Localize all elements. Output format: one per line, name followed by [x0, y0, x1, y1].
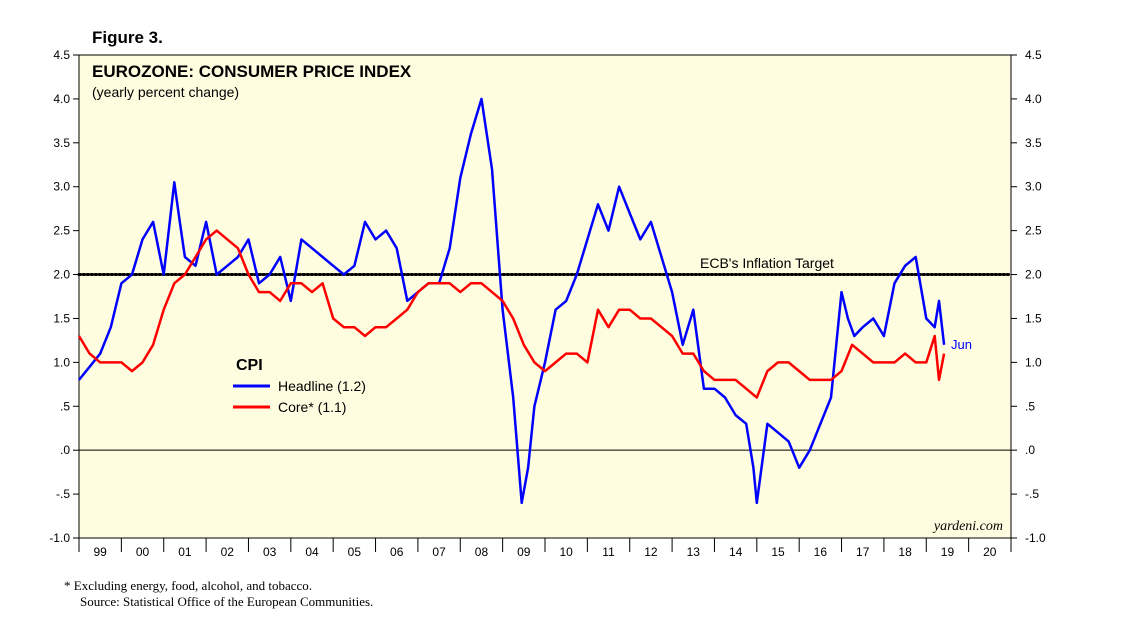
footnote-core-definition: * Excluding energy, food, alcohol, and t…: [64, 578, 313, 593]
y-tick-label-right: 2.5: [1025, 224, 1042, 238]
legend-title: CPI: [236, 357, 263, 374]
y-tick-label-right: -.5: [1025, 487, 1039, 501]
y-tick-label-right: 3.5: [1025, 136, 1042, 150]
legend-core-label: Core* (1.1): [278, 399, 346, 415]
x-tick-label: 07: [432, 545, 446, 559]
y-tick-label-left: .0: [60, 443, 70, 457]
x-tick-label: 04: [305, 545, 319, 559]
y-tick-label-right: 1.5: [1025, 311, 1042, 325]
x-tick-label: 11: [602, 545, 615, 559]
footnote-source: Source: Statistical Office of the Europe…: [80, 594, 374, 609]
y-tick-label-left: 1.0: [53, 355, 70, 369]
x-tick-label: 12: [644, 545, 658, 559]
x-tick-label: 18: [898, 545, 912, 559]
y-tick-label-left: 3.5: [53, 136, 70, 150]
y-tick-label-left: 4.5: [53, 48, 70, 62]
x-tick-label: 00: [136, 545, 150, 559]
y-tick-label-right: 4.5: [1025, 48, 1042, 62]
x-tick-label: 16: [814, 545, 828, 559]
y-tick-label-left: 4.0: [53, 92, 70, 106]
y-tick-label-right: -1.0: [1025, 531, 1046, 545]
target-label: ECB's Inflation Target: [700, 255, 834, 271]
legend: CPI Headline (1.2) Core* (1.1): [233, 357, 366, 415]
figure-label: Figure 3.: [92, 28, 163, 47]
x-tick-label: 02: [221, 545, 235, 559]
legend-headline-label: Headline (1.2): [278, 378, 366, 394]
y-tick-label-right: 4.0: [1025, 92, 1042, 106]
core-series-line: [77, 229, 946, 399]
x-tick-label: 14: [729, 545, 743, 559]
y-tick-label-left: -1.0: [49, 531, 70, 545]
x-tick-label: 99: [94, 545, 108, 559]
x-tick-label: 15: [771, 545, 785, 559]
x-tick-label: 01: [178, 545, 192, 559]
x-tick-label: 20: [983, 545, 997, 559]
y-tick-label-left: -.5: [56, 487, 70, 501]
y-tick-label-left: 2.0: [53, 268, 70, 282]
reference-lines: [77, 273, 1013, 451]
series-layer: [77, 97, 946, 505]
headline-series-line: [78, 97, 946, 505]
y-tick-label-right: 3.0: [1025, 180, 1042, 194]
y-tick-label-right: 1.0: [1025, 355, 1042, 369]
y-tick-label-right: .0: [1025, 443, 1035, 457]
chart-title: EUROZONE: CONSUMER PRICE INDEX: [92, 62, 412, 81]
x-tick-label: 05: [348, 545, 362, 559]
x-tick-label: 09: [517, 545, 531, 559]
plot-area: [78, 54, 1012, 539]
x-tick-label: 10: [560, 545, 574, 559]
y-axes: 4.5 4.5 4.0 4.0 3.5 3.5 3.0 3.0 2.5 2.5 2.0 2.0 1.5 1…: [49, 48, 1046, 545]
x-axis: 99 00 01 02 03 04 05 06 07 08 09 10 11 12 13 14 15 16 17 18…: [78, 538, 1012, 559]
x-tick-label: 19: [941, 545, 955, 559]
x-tick-label: 17: [856, 545, 870, 559]
x-tick-label: 13: [687, 545, 701, 559]
x-tick-label: 03: [263, 545, 277, 559]
y-tick-label-left: 2.5: [53, 224, 70, 238]
y-tick-label-right: .5: [1025, 399, 1035, 413]
end-annotation-jun: Jun: [951, 337, 972, 352]
y-tick-label-left: .5: [60, 399, 70, 413]
watermark: yardeni.com: [932, 519, 1003, 534]
x-tick-label: 06: [390, 545, 404, 559]
y-tick-label-left: 3.0: [53, 180, 70, 194]
chart-subtitle: (yearly percent change): [92, 84, 239, 100]
footnotes: * Excluding energy, food, alcohol, and t…: [64, 578, 373, 610]
x-tick-label: 08: [475, 545, 489, 559]
y-tick-label-right: 2.0: [1025, 268, 1042, 282]
y-tick-label-left: 1.5: [53, 311, 70, 325]
